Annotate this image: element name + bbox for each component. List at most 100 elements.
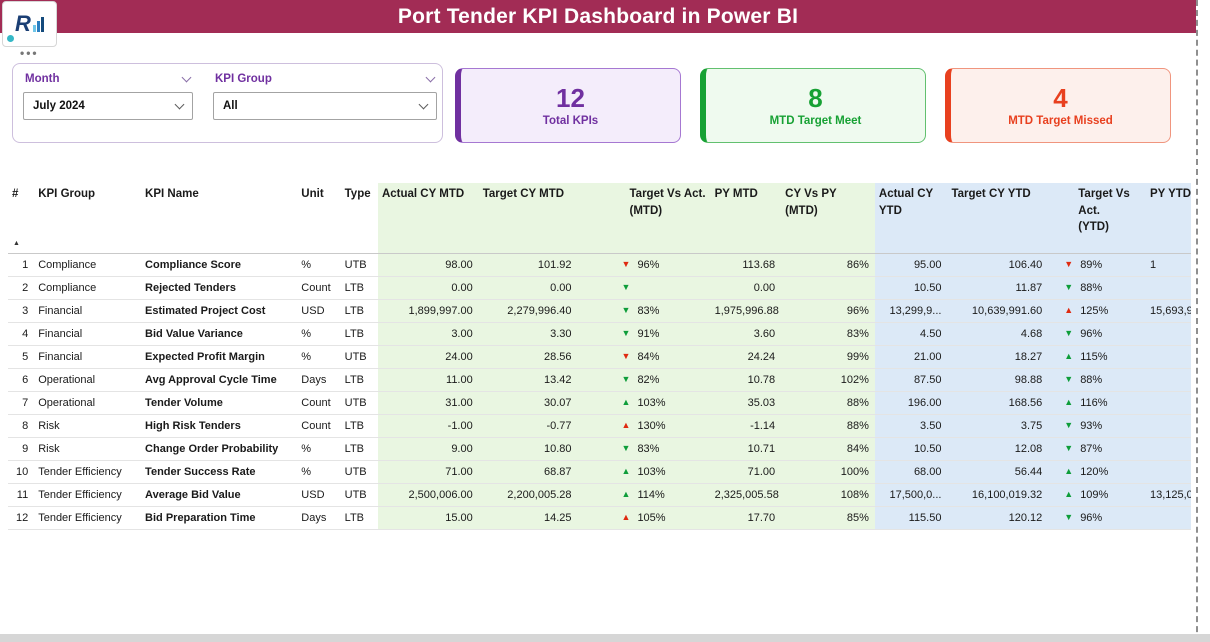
cell-type: UTB: [340, 391, 378, 415]
card-total-kpis[interactable]: 12 Total KPIs: [455, 68, 681, 143]
cell-actual_ytd: 3.50: [874, 414, 948, 438]
cell-group: Compliance: [34, 253, 142, 277]
triangle-up-icon: ▲: [621, 397, 631, 407]
cell-group: Operational: [34, 391, 142, 415]
cell-actual_ytd: 87.50: [874, 368, 948, 392]
cell-unit: USD: [297, 299, 341, 323]
cell-py_ytd: [1135, 414, 1191, 438]
logo-letter: R: [15, 11, 31, 36]
column-header-actual_ytd[interactable]: Actual CY YTD: [874, 183, 948, 254]
column-header-unit[interactable]: Unit: [297, 183, 341, 254]
target-vs-actual-value: 87%: [1080, 442, 1103, 455]
triangle-down-icon: ▼: [1064, 420, 1074, 430]
cell-py_ytd: 13,125,0: [1135, 483, 1191, 507]
cell-py_ytd: [1135, 322, 1191, 346]
cell-cy_vs_py: 86%: [781, 253, 875, 277]
triangle-down-icon: ▼: [1064, 328, 1074, 338]
cell-tva_ytd: ▲ 116%: [1048, 391, 1136, 415]
table-row[interactable]: 7 Operational Tender Volume Count UTB 31.00 30…: [8, 391, 1191, 415]
table-header-row: # ▲ KPI Group KPI Name Unit Type Actual CY MTD…: [8, 183, 1191, 254]
column-header-py_ytd[interactable]: PY YTD: [1135, 183, 1191, 254]
cell-group: Financial: [34, 299, 142, 323]
cell-num: 10: [8, 460, 35, 484]
cell-actual_ytd: 95.00: [874, 253, 948, 277]
cell-tva_ytd: ▼ 93%: [1048, 414, 1136, 438]
table-row[interactable]: 2 Compliance Rejected Tenders Count LTB 0.00 0…: [8, 276, 1191, 300]
cell-name: Compliance Score: [141, 253, 298, 277]
cell-cy_vs_py: 88%: [781, 414, 875, 438]
column-header-type[interactable]: Type: [340, 183, 378, 254]
cell-target_mtd: 13.42: [478, 368, 578, 392]
table-row[interactable]: 6 Operational Avg Approval Cycle Time Days L…: [8, 368, 1191, 392]
column-header-label: #: [12, 188, 19, 200]
column-header-label: Target CY MTD: [482, 188, 565, 200]
cell-group: Compliance: [34, 276, 142, 300]
triangle-up-icon: ▲: [1064, 351, 1074, 361]
triangle-up-icon: ▲: [1064, 466, 1074, 476]
cell-cy_vs_py: 84%: [781, 437, 875, 461]
chevron-down-icon[interactable]: [425, 72, 436, 83]
column-header-target_mtd[interactable]: Target CY MTD: [478, 183, 578, 254]
cell-tva_ytd: ▼ 96%: [1048, 506, 1136, 530]
target-vs-actual-value: 125%: [1080, 304, 1109, 317]
cell-target_mtd: 28.56: [478, 345, 578, 369]
month-slicer-header: Month: [23, 72, 193, 92]
cell-tva_mtd: ▲ 103%: [577, 391, 711, 415]
cell-py_ytd: [1135, 368, 1191, 392]
table-row[interactable]: 3 Financial Estimated Project Cost USD LTB 1,…: [8, 299, 1191, 323]
table-row[interactable]: 5 Financial Expected Profit Margin% UTB 24.0…: [8, 345, 1191, 369]
cell-py_mtd: 1,975,996.88: [710, 299, 782, 323]
table-row[interactable]: 1 Compliance Compliance Score% UTB 98.00 101.…: [8, 253, 1191, 277]
column-header-target_ytd[interactable]: Target CY YTD: [947, 183, 1049, 254]
cell-tva_mtd: ▲ 130%: [577, 414, 711, 438]
cell-num: 12: [8, 506, 35, 530]
column-header-actual_mtd[interactable]: Actual CY MTD: [377, 183, 479, 254]
table-row[interactable]: 4 Financial Bid Value Variance% LTB 3.00 3.30…: [8, 322, 1191, 346]
cell-group: Tender Efficiency: [34, 483, 142, 507]
card-mtd-target-missed[interactable]: 4 MTD Target Missed: [945, 68, 1171, 143]
cell-type: UTB: [340, 253, 378, 277]
title-bar: Port Tender KPI Dashboard in Power BI: [0, 0, 1196, 33]
table-row[interactable]: 8 Risk High Risk Tenders Count LTB -1.00 -0.77…: [8, 414, 1191, 438]
cell-unit: Count: [297, 276, 341, 300]
column-header-tva_mtd[interactable]: Target Vs Act. (MTD): [577, 183, 711, 254]
card-mtd-target-meet[interactable]: 8 MTD Target Meet: [700, 68, 926, 143]
triangle-up-icon: ▲: [621, 466, 631, 476]
cell-name: Tender Success Rate: [141, 460, 298, 484]
column-header-group[interactable]: KPI Group: [34, 183, 142, 254]
target-vs-actual-value: 88%: [1080, 281, 1103, 294]
month-dropdown[interactable]: July 2024: [23, 92, 193, 120]
column-header-label: Target CY YTD: [951, 188, 1031, 200]
cell-target_ytd: 106.40: [947, 253, 1049, 277]
table-row[interactable]: 11 Tender Efficiency Average Bid Value USD U…: [8, 483, 1191, 507]
month-slicer-label: Month: [25, 73, 60, 85]
cell-py_mtd: 17.70: [710, 506, 782, 530]
cell-target_ytd: 16,100,019.32: [947, 483, 1049, 507]
cell-tva_mtd: ▼ 83%: [577, 299, 711, 323]
column-header-tva_ytd[interactable]: Target Vs Act. (YTD): [1048, 183, 1136, 254]
table-row[interactable]: 9 Risk Change Order Probability% LTB 9.00 10.…: [8, 437, 1191, 461]
chevron-down-icon: [418, 99, 429, 110]
chevron-down-icon[interactable]: [181, 72, 192, 83]
target-vs-actual-value: 84%: [637, 350, 660, 363]
column-header-py_mtd[interactable]: PY MTD: [710, 183, 782, 254]
target-vs-actual-value: 109%: [1080, 488, 1109, 501]
cell-target_mtd: -0.77: [478, 414, 578, 438]
cell-actual_mtd: 31.00: [377, 391, 479, 415]
cell-py_mtd: 24.24: [710, 345, 782, 369]
table-row[interactable]: 12 Tender Efficiency Bid Preparation Time D…: [8, 506, 1191, 530]
cell-num: 3: [8, 299, 35, 323]
more-options-icon[interactable]: •••: [20, 46, 39, 60]
column-header-num[interactable]: # ▲: [8, 183, 35, 254]
table-row[interactable]: 10 Tender Efficiency Tender Success Rate% U…: [8, 460, 1191, 484]
cell-group: Risk: [34, 414, 142, 438]
column-header-name[interactable]: KPI Name: [141, 183, 298, 254]
cell-tva_ytd: ▲ 125%: [1048, 299, 1136, 323]
triangle-down-icon: ▼: [1064, 443, 1074, 453]
cell-py_mtd: 0.00: [710, 276, 782, 300]
sort-ascending-icon[interactable]: ▲: [13, 240, 20, 248]
cell-tva_ytd: ▲ 120%: [1048, 460, 1136, 484]
kpi-group-dropdown[interactable]: All: [213, 92, 437, 120]
cell-tva_mtd: ▲ 114%: [577, 483, 711, 507]
column-header-cy_vs_py[interactable]: CY Vs PY (MTD): [781, 183, 875, 254]
